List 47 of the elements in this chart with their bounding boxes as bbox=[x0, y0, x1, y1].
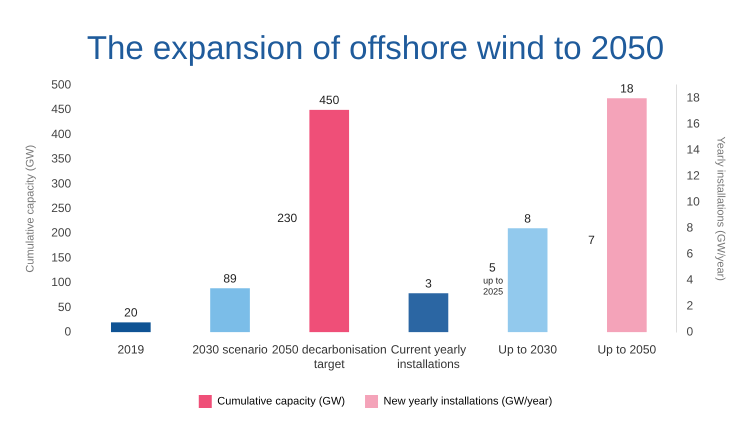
annotation: 7 bbox=[588, 233, 596, 248]
legend-label: Cumulative capacity (GW) bbox=[217, 396, 346, 408]
data-label: 3 bbox=[425, 276, 432, 291]
annotation: 5 up to 2025 bbox=[483, 260, 504, 296]
bar bbox=[110, 322, 151, 332]
x-tick-label: 2019 bbox=[117, 342, 144, 357]
y2-tick-label: 18 bbox=[686, 90, 700, 105]
data-label: 18 bbox=[620, 82, 634, 96]
y2-tick-label: 12 bbox=[686, 168, 700, 183]
chart-title: The expansion of offshore wind to 2050 bbox=[86, 28, 666, 68]
legend-label: New yearly installations (GW/year) bbox=[384, 396, 552, 408]
bar bbox=[508, 228, 548, 332]
y-tick-label: 500 bbox=[51, 78, 72, 92]
bar bbox=[408, 293, 448, 332]
y2-tick-label: 2 bbox=[686, 298, 694, 313]
y2-axis-title: Yearly installations (GW/year) bbox=[714, 136, 726, 281]
y-tick-label: 450 bbox=[51, 102, 72, 116]
y-tick-label: 400 bbox=[51, 126, 72, 141]
x-tick-label: Up to 2050 bbox=[597, 342, 657, 357]
y2-tick-label: 8 bbox=[686, 220, 694, 235]
y2-tick-label: 4 bbox=[686, 272, 694, 287]
x-tick-label: 2050 decarbonisation target bbox=[272, 342, 387, 372]
bar bbox=[607, 98, 647, 332]
x-tick-label: 2030 scenario bbox=[192, 342, 268, 357]
y-axis-title: Cumulative capacity (GW) bbox=[24, 144, 37, 273]
bar bbox=[309, 110, 350, 332]
y2-tick-label: 0 bbox=[686, 324, 694, 339]
y-tick-label: 150 bbox=[51, 250, 72, 264]
y-tick-label: 50 bbox=[58, 300, 72, 314]
y-tick-label: 250 bbox=[51, 201, 72, 216]
x-tick-label: Up to 2030 bbox=[498, 342, 558, 357]
y-tick-label: 0 bbox=[64, 324, 72, 339]
y2-tick-label: 6 bbox=[686, 246, 694, 261]
y-tick-label: 300 bbox=[51, 176, 72, 190]
x-tick-label: Current yearly installations bbox=[390, 342, 466, 372]
y2-tick-label: 14 bbox=[686, 142, 700, 157]
data-label: 450 bbox=[319, 93, 340, 108]
data-label: 89 bbox=[223, 272, 238, 286]
data-label: 8 bbox=[524, 212, 532, 226]
bar bbox=[210, 288, 250, 332]
data-label: 20 bbox=[124, 306, 138, 320]
y-tick-label: 350 bbox=[51, 152, 72, 166]
y-tick-label: 200 bbox=[51, 226, 72, 240]
y2-tick-label: 10 bbox=[686, 194, 700, 209]
annotation: 230 bbox=[277, 210, 298, 225]
y-tick-label: 100 bbox=[51, 275, 72, 290]
y2-tick-label: 16 bbox=[686, 116, 700, 131]
